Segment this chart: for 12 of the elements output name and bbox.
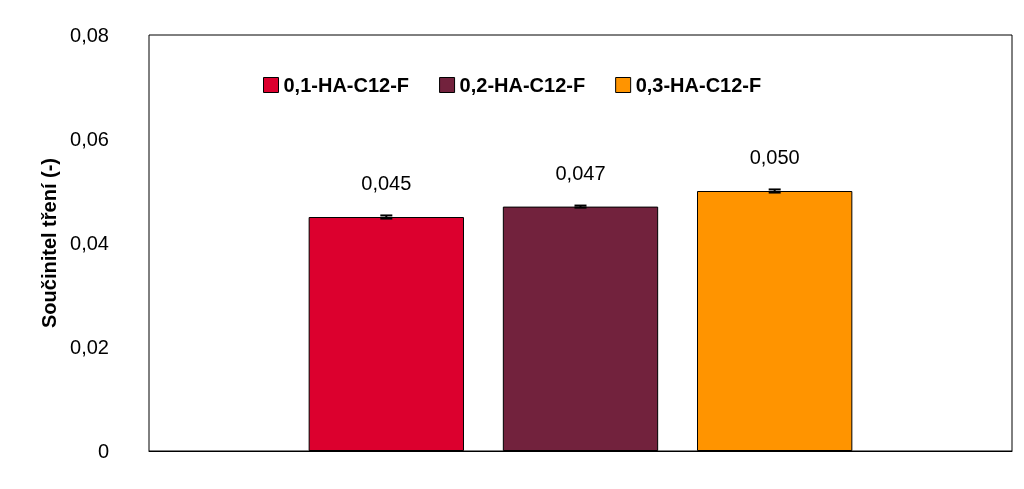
y-tick-label: 0,06	[70, 128, 109, 150]
legend-label: 0,1-HA-C12-F	[283, 74, 410, 96]
legend-label: 0,2-HA-C12-F	[459, 74, 586, 96]
data-label: 0,047	[555, 161, 606, 184]
y-axis-title: Součinitel tření (-)	[38, 158, 61, 328]
y-tick-label: 0,08	[70, 24, 109, 46]
y-tick-label: 0,04	[70, 232, 109, 254]
data-label: 0,045	[361, 172, 412, 194]
y-tick-label: 0,02	[70, 336, 109, 358]
y-tick-label: 0	[97, 440, 109, 462]
data-label: 0,050	[749, 146, 800, 168]
legend-label: 0,3-HA-C12-F	[635, 74, 762, 96]
